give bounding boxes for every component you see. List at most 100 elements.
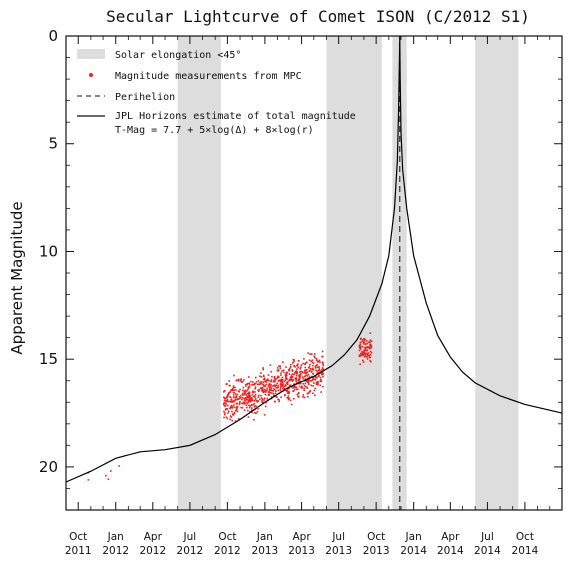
mpc-point — [281, 381, 284, 384]
mpc-point — [366, 354, 369, 357]
mpc-point — [268, 386, 270, 389]
mpc-point — [236, 406, 239, 408]
mpc-point — [295, 380, 297, 382]
x-tick-year: 2014 — [400, 545, 427, 557]
mpc-point — [291, 368, 294, 371]
mpc-point — [243, 393, 246, 396]
mpc-point — [307, 392, 310, 395]
mpc-point — [225, 403, 227, 405]
mpc-point — [244, 397, 247, 400]
mpc-point — [322, 368, 325, 371]
mpc-point — [266, 378, 269, 381]
mpc-point — [314, 365, 317, 368]
mpc-point — [287, 380, 290, 382]
mpc-point — [315, 357, 318, 360]
mpc-point — [270, 380, 273, 383]
mpc-point — [243, 391, 246, 394]
mpc-point — [302, 396, 304, 398]
mpc-point — [240, 406, 242, 409]
mpc-point — [297, 363, 299, 365]
mpc-point — [253, 396, 256, 398]
mpc-point — [251, 394, 254, 396]
mpc-point — [316, 366, 319, 369]
mpc-point — [256, 383, 259, 386]
mpc-point — [223, 403, 225, 406]
mpc-point — [239, 379, 242, 381]
mpc-point — [249, 395, 251, 397]
mpc-point — [305, 380, 308, 383]
mpc-point — [248, 404, 250, 407]
mpc-point — [235, 379, 238, 382]
mpc-point — [366, 346, 368, 349]
mpc-point — [273, 376, 276, 379]
mpc-point — [292, 390, 295, 392]
mpc-point — [317, 361, 319, 363]
mpc-point — [306, 371, 308, 373]
mpc-point — [277, 386, 280, 389]
mpc-point — [263, 378, 266, 381]
mpc-point — [287, 398, 290, 401]
mpc-point — [254, 386, 257, 389]
mpc-point — [314, 375, 317, 378]
mpc-point — [246, 406, 248, 409]
mpc-point — [299, 375, 302, 377]
mpc-point — [223, 413, 226, 416]
mpc-point — [233, 404, 235, 406]
x-tick-year: 2013 — [252, 545, 279, 557]
mpc-point — [316, 376, 318, 379]
mpc-point — [300, 364, 303, 366]
mpc-point — [228, 380, 231, 382]
mpc-point — [228, 392, 230, 394]
mpc-point — [369, 343, 372, 346]
y-ticks: 0 5 10 15 20 — [39, 27, 562, 511]
x-tick-year: 2014 — [474, 545, 501, 557]
x-tick-month: Jul — [480, 531, 494, 543]
mpc-point — [322, 385, 324, 388]
mpc-point — [271, 375, 273, 378]
mpc-point — [265, 381, 268, 383]
mpc-point — [303, 384, 306, 387]
mpc-point — [291, 373, 294, 375]
mpc-point — [366, 356, 368, 358]
mpc-point — [312, 385, 314, 387]
mpc-point — [222, 391, 225, 393]
x-tick-month: Jan — [107, 531, 124, 543]
mpc-point — [234, 397, 236, 399]
mpc-point — [264, 380, 267, 383]
mpc-point — [366, 349, 368, 352]
mpc-point — [229, 396, 232, 399]
y-tick-label: 15 — [39, 350, 58, 368]
mpc-point — [223, 397, 226, 400]
mpc-point — [241, 392, 244, 395]
mpc-point — [246, 395, 249, 397]
mpc-point — [263, 399, 265, 401]
y-tick-label: 0 — [48, 27, 58, 45]
mpc-point — [235, 398, 237, 401]
mpc-point — [275, 384, 278, 387]
mpc-point — [368, 346, 371, 349]
mpc-point — [257, 400, 260, 402]
mpc-point — [298, 378, 301, 381]
mpc-point — [279, 365, 282, 367]
mpc-point — [262, 367, 264, 369]
mpc-point — [248, 382, 250, 385]
mpc-point — [369, 350, 372, 353]
mpc-point — [287, 392, 290, 394]
mpc-point — [265, 383, 267, 386]
mpc-point — [293, 360, 295, 363]
mpc-point — [248, 394, 250, 397]
x-tick-year: 2014 — [437, 545, 464, 557]
mpc-point — [292, 379, 294, 381]
mpc-point — [233, 400, 235, 403]
mpc-point — [227, 393, 230, 396]
mpc-point — [318, 374, 320, 377]
mpc-point — [295, 386, 298, 389]
mpc-point — [268, 394, 271, 396]
mpc-point — [246, 402, 249, 405]
mpc-point — [231, 387, 234, 390]
mpc-point — [297, 379, 300, 382]
mpc-point — [227, 410, 230, 413]
mpc-point — [294, 377, 297, 380]
x-tick-year: 2013 — [325, 545, 352, 557]
mpc-point — [282, 383, 284, 385]
